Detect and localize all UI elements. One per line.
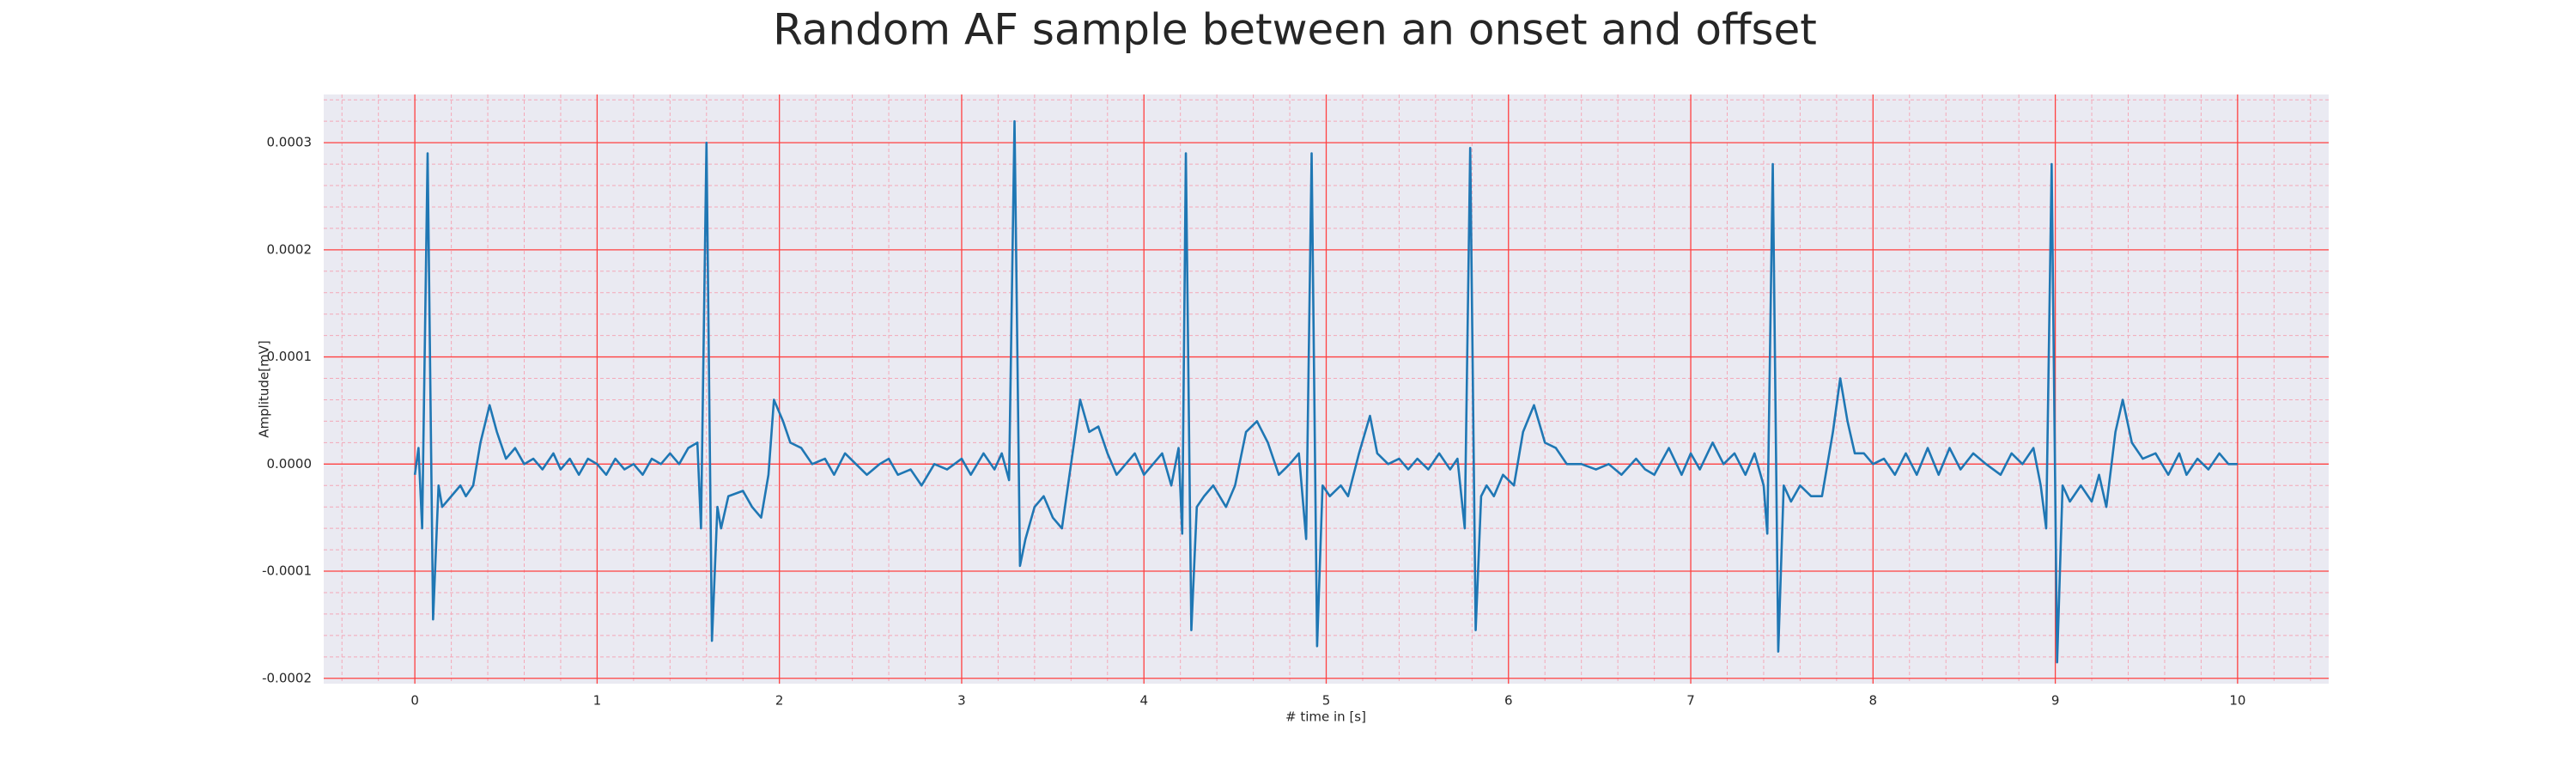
y-tick-label: 0.0000	[267, 456, 313, 472]
x-tick-label: 9	[2051, 693, 2060, 709]
y-tick-label: -0.0002	[262, 670, 312, 685]
x-axis-label: # time in [s]	[1285, 709, 1366, 725]
x-tick-label: 7	[1686, 693, 1695, 709]
chart-title: Random AF sample between an onset and of…	[773, 5, 1817, 55]
x-tick-label: 6	[1504, 693, 1513, 709]
y-axis-label: Amplitude[mV]	[257, 340, 272, 437]
x-tick-label: 8	[1869, 693, 1878, 709]
y-tick-label: 0.0001	[267, 349, 313, 364]
x-tick-label: 10	[2229, 693, 2245, 709]
x-tick-label: 1	[593, 693, 602, 709]
y-tick-label: 0.0003	[267, 135, 313, 150]
line-series	[413, 119, 2238, 664]
y-tick-label: 0.0002	[267, 241, 313, 257]
x-tick-label: 5	[1322, 693, 1331, 709]
x-tick-label: 3	[957, 693, 966, 709]
x-tick-label: 4	[1139, 693, 1148, 709]
y-tick-label: -0.0001	[262, 563, 312, 579]
x-tick-label: 0	[410, 693, 419, 709]
x-tick-label: 2	[775, 693, 784, 709]
